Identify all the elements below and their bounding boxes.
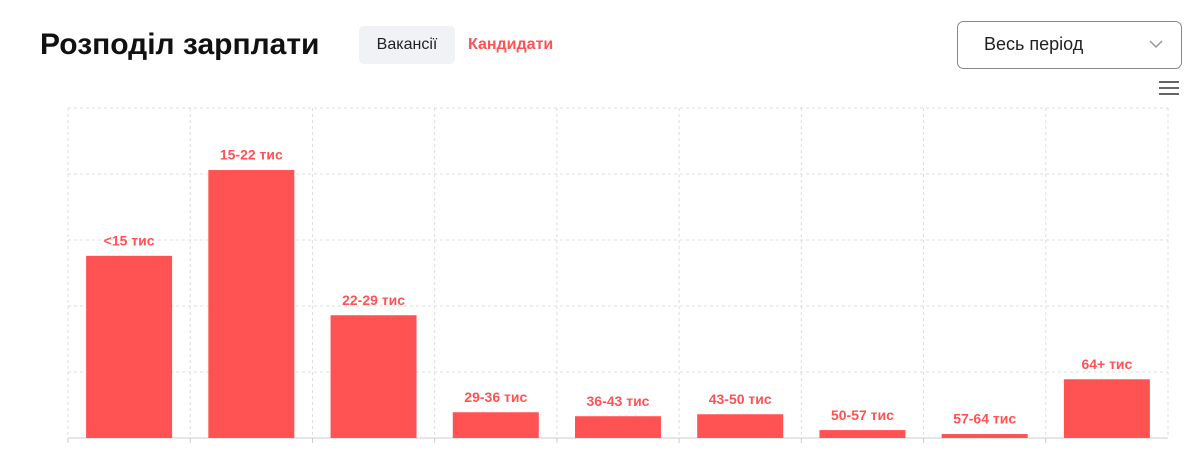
tab[interactable]: Вакансії (377, 36, 438, 53)
bar-label: 15-22 тис (220, 147, 283, 163)
bar-label: 43-50 тис (709, 391, 772, 407)
bar (330, 315, 417, 438)
chevron (1149, 40, 1163, 49)
bar-label: <15 тис (104, 233, 155, 249)
menu-icon[interactable] (1159, 81, 1179, 95)
period-select[interactable] (957, 21, 1182, 69)
chart-title: Розподіл зарплати (40, 28, 319, 61)
bar-label: 29-36 тис (464, 389, 527, 405)
tab-bg[interactable] (359, 26, 455, 64)
bar-label: 50-57 тис (831, 407, 894, 423)
bar (575, 416, 661, 438)
bar (941, 434, 1028, 438)
period-text: Весь період (984, 34, 1084, 54)
tab-active[interactable]: Кандидати (468, 36, 553, 53)
bar-label: 36-43 тис (587, 393, 650, 409)
bar-label: 64+ тис (1081, 356, 1132, 372)
bar (208, 170, 295, 439)
bar-label: 22-29 тис (342, 292, 405, 308)
bar (1063, 379, 1150, 438)
bar (86, 255, 173, 438)
bar (819, 430, 906, 438)
bar (697, 414, 784, 438)
bar (452, 412, 539, 438)
bar-label: 57-64 тис (953, 411, 1016, 427)
